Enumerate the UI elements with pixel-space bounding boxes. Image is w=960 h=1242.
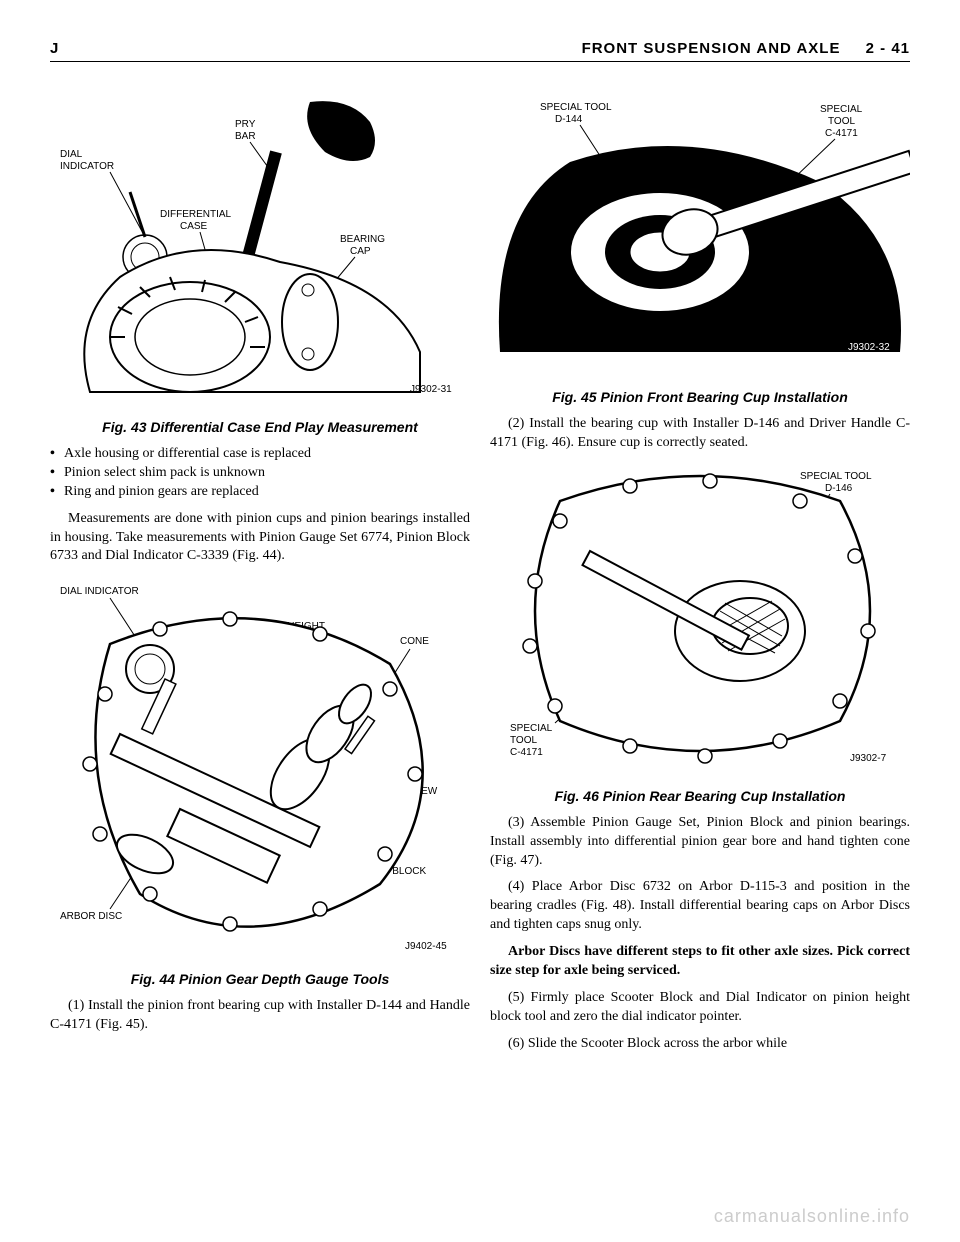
bullets-list: Axle housing or differential case is rep…: [50, 445, 470, 502]
fig44-imgid: J9402-45: [405, 941, 447, 952]
fig46-c1c: C-4171: [510, 747, 543, 758]
figure-44-caption: Fig. 44 Pinion Gear Depth Gauge Tools: [50, 971, 470, 987]
header-section: FRONT SUSPENSION AND AXLE: [582, 40, 841, 57]
step-4: (4) Place Arbor Disc 6732 on Arbor D-115…: [490, 878, 910, 935]
fig46-d146b: D-146: [825, 483, 853, 494]
step-6: (6) Slide the Scooter Block across the a…: [490, 1035, 910, 1054]
figure-45-caption: Fig. 45 Pinion Front Bearing Cup Install…: [490, 389, 910, 405]
fig46-c1a: SPECIAL: [510, 723, 553, 734]
figure-45: SPECIAL TOOL D-144 SPECIAL TOOL C-4171 J…: [490, 92, 910, 377]
figure-46: SPECIAL TOOL D-146 SPECIAL TOOL C-4171: [490, 461, 910, 776]
figure-44-svg: DIAL INDICATOR ARBOR PINION HEIGHT BLOCK…: [50, 574, 470, 954]
fig43-label-diff: DIFFERENTIAL: [160, 209, 232, 220]
fig43-label-dial: DIAL: [60, 149, 83, 160]
figure-43-svg: DIAL INDICATOR PRY BAR DIFFERENTIAL CASE…: [50, 92, 470, 402]
step-5: (5) Firmly place Scooter Block and Dial …: [490, 989, 910, 1027]
bullet-3: Ring and pinion gears are replaced: [50, 483, 470, 502]
step-1: (1) Install the pinion front bearing cup…: [50, 997, 470, 1035]
para-measure: Measurements are done with pinion cups a…: [50, 510, 470, 567]
step-2: (2) Install the bearing cup with Install…: [490, 415, 910, 453]
watermark: carmanualsonline.info: [714, 1206, 910, 1227]
fig45-imgid: J9302-32: [848, 342, 890, 353]
fig45-c4171a: SPECIAL: [820, 104, 863, 115]
fig43-label-diff2: CASE: [180, 221, 208, 232]
figure-44: DIAL INDICATOR ARBOR PINION HEIGHT BLOCK…: [50, 574, 470, 959]
fig44-label-dial: DIAL INDICATOR: [60, 586, 139, 597]
column-right: SPECIAL TOOL D-144 SPECIAL TOOL C-4171 J…: [490, 92, 910, 1062]
fig43-label-pry2: BAR: [235, 131, 256, 142]
header-right: FRONT SUSPENSION AND AXLE 2 - 41: [582, 40, 910, 57]
fig43-label-cap: BEARING: [340, 234, 385, 245]
header-page: 2 - 41: [866, 40, 910, 57]
fig46-imgid: J9302-7: [850, 753, 887, 764]
fig44-label-arbordisc: ARBOR DISC: [60, 911, 122, 922]
column-left: DIAL INDICATOR PRY BAR DIFFERENTIAL CASE…: [50, 92, 470, 1062]
fig43-label-pry: PRY: [235, 119, 256, 130]
fig45-d144a: SPECIAL TOOL: [540, 102, 612, 113]
step-3: (3) Assemble Pinion Gauge Set, Pinion Bl…: [490, 814, 910, 871]
fig44-label-cone: CONE: [400, 636, 429, 647]
bullet-1: Axle housing or differential case is rep…: [50, 445, 470, 464]
figure-46-caption: Fig. 46 Pinion Rear Bearing Cup Installa…: [490, 788, 910, 804]
bullet-2: Pinion select shim pack is unknown: [50, 464, 470, 483]
fig46-c1b: TOOL: [510, 735, 537, 746]
figure-46-svg: SPECIAL TOOL D-146 SPECIAL TOOL C-4171: [490, 461, 910, 771]
arbor-note: Arbor Discs have different steps to fit …: [490, 943, 910, 981]
content-area: DIAL INDICATOR PRY BAR DIFFERENTIAL CASE…: [50, 92, 910, 1062]
header-left: J: [50, 40, 58, 57]
fig43-label-cap2: CAP: [350, 246, 371, 257]
fig43-imgid: J9302-31: [410, 384, 452, 395]
fig45-c4171c: C-4171: [825, 128, 858, 139]
fig45-c4171b: TOOL: [828, 116, 855, 127]
figure-43: DIAL INDICATOR PRY BAR DIFFERENTIAL CASE…: [50, 92, 470, 407]
figure-45-svg: SPECIAL TOOL D-144 SPECIAL TOOL C-4171 J…: [490, 92, 910, 372]
fig46-d146a: SPECIAL TOOL: [800, 471, 872, 482]
fig43-label-dial2: INDICATOR: [60, 161, 114, 172]
fig45-d144b: D-144: [555, 114, 583, 125]
page-header: J FRONT SUSPENSION AND AXLE 2 - 41: [50, 40, 910, 62]
figure-43-caption: Fig. 43 Differential Case End Play Measu…: [50, 419, 470, 435]
